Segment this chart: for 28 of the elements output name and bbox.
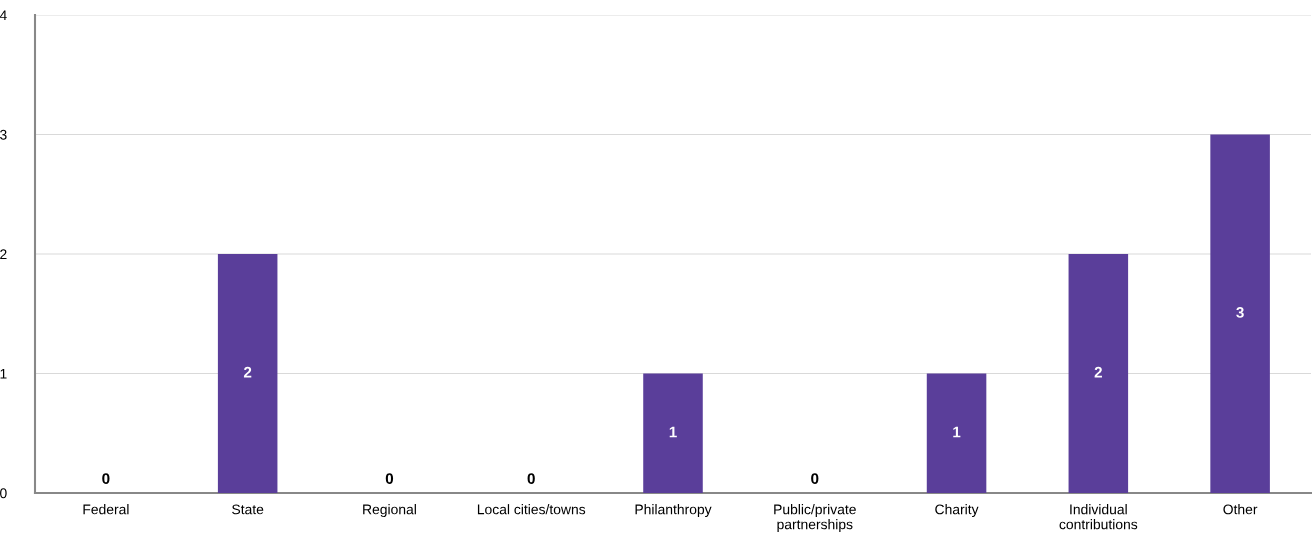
bar <box>1210 134 1270 493</box>
y-tick-label: 1 <box>0 368 7 379</box>
x-tick-label: Individual contributions <box>1059 504 1138 530</box>
y-tick-label: 0 <box>0 488 7 499</box>
x-tick-label: Federal <box>83 504 129 515</box>
x-tick-label: Local cities/towns <box>477 504 586 515</box>
x-tick-label: State <box>232 504 264 515</box>
data-label: 0 <box>102 473 110 485</box>
bar <box>926 373 987 493</box>
bar <box>643 373 703 493</box>
x-tick-label: Regional <box>363 504 416 518</box>
data-label: 0 <box>527 473 535 485</box>
y-tick-label: 2 <box>0 249 7 260</box>
bar <box>217 254 278 493</box>
y-tick-label: 4 <box>0 10 7 21</box>
data-label: 2 <box>243 366 252 378</box>
data-label: 0 <box>385 473 394 485</box>
y-tick-label: 3 <box>0 129 7 140</box>
bar <box>1068 254 1129 493</box>
x-tick-label: Philanthropy <box>635 504 712 518</box>
data-label: 1 <box>669 426 677 438</box>
x-tick-label: Other <box>1223 504 1258 515</box>
x-tick-label: Public/private partnerships <box>774 504 856 533</box>
data-label: 0 <box>811 473 819 485</box>
x-tick-label: Charity <box>935 504 979 518</box>
data-label: 2 <box>1094 366 1102 378</box>
data-label: 1 <box>953 426 961 438</box>
data-label: 3 <box>1236 307 1244 318</box>
